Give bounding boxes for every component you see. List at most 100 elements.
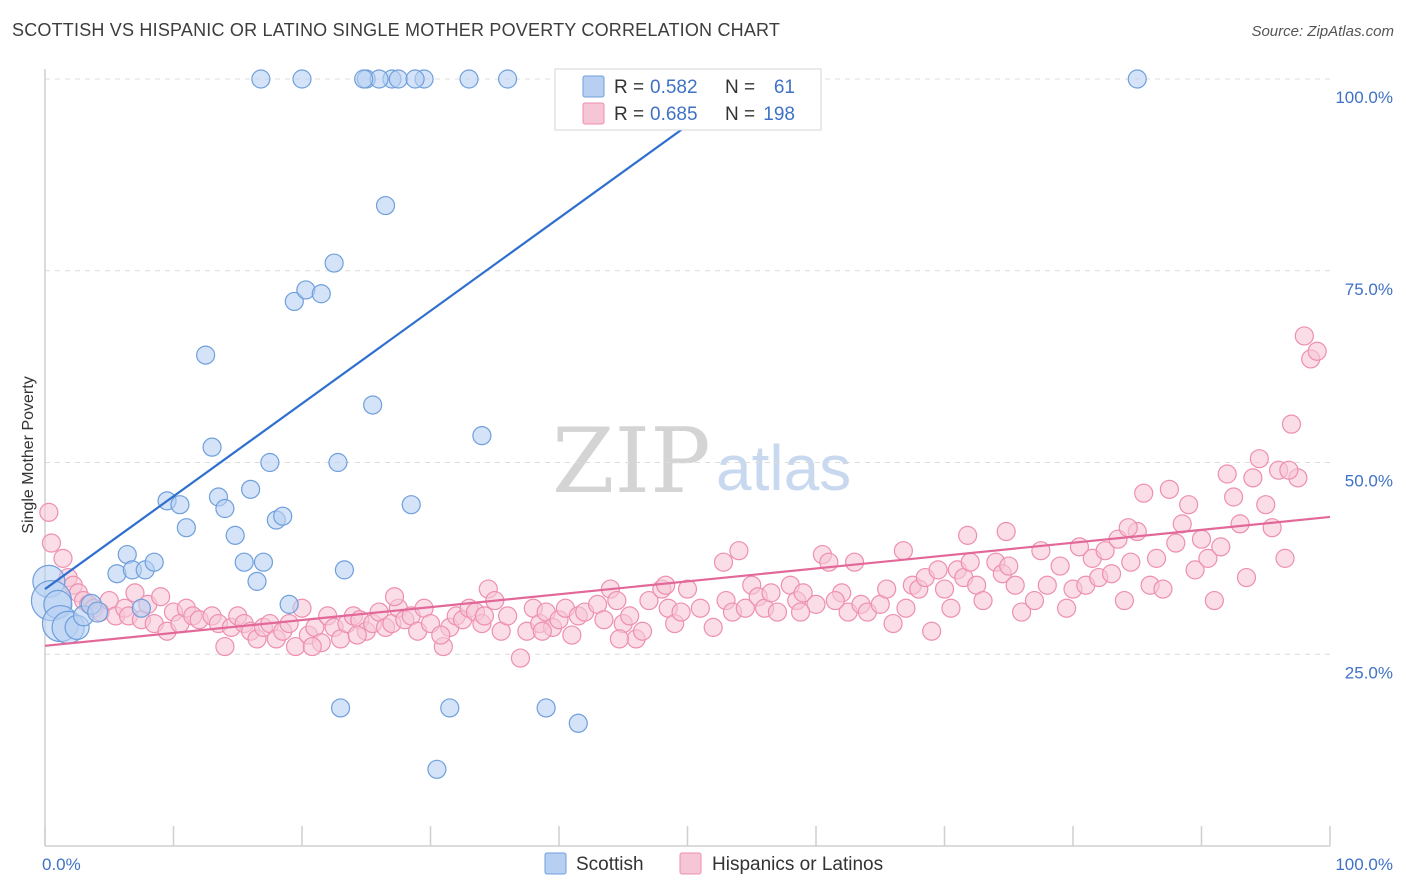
hispanic-point bbox=[767, 602, 788, 622]
hispanic-point bbox=[1153, 579, 1173, 599]
hispanic-point bbox=[893, 541, 913, 561]
scottish-point bbox=[311, 284, 331, 304]
hispanic-point bbox=[1249, 449, 1269, 469]
legend-swatch-scottish bbox=[582, 75, 605, 98]
hispanic-point bbox=[39, 502, 59, 522]
legend-n-label-hispanic: N = bbox=[725, 104, 755, 125]
hispanic-point bbox=[1134, 483, 1154, 503]
hispanic-point bbox=[1281, 414, 1302, 434]
scottish-point bbox=[176, 518, 196, 538]
hispanic-point bbox=[41, 533, 62, 553]
scottish-point bbox=[1127, 69, 1147, 89]
legend-n-label-scottish: N = bbox=[725, 77, 755, 98]
series-legend: Scottish Hispanics or Latinos bbox=[544, 852, 883, 875]
hispanic-point bbox=[151, 587, 171, 607]
scottish-point bbox=[459, 69, 479, 89]
hispanic-point bbox=[928, 560, 948, 580]
hispanic-point bbox=[941, 598, 961, 618]
scottish-point bbox=[215, 498, 235, 519]
hispanic-point bbox=[607, 590, 627, 611]
hispanic-point bbox=[1056, 598, 1077, 618]
hispanic-point bbox=[215, 636, 235, 657]
hispanic-point bbox=[609, 629, 629, 649]
x-tick-label: 0.0% bbox=[42, 855, 81, 874]
hispanic-point bbox=[1095, 541, 1115, 561]
hispanic-point bbox=[1121, 552, 1141, 572]
hispanic-point bbox=[713, 552, 734, 572]
hispanic-point bbox=[1224, 487, 1244, 507]
legend-r-label-scottish: R = bbox=[614, 77, 644, 98]
hispanic-point bbox=[1243, 468, 1263, 488]
scottish-point bbox=[260, 452, 280, 473]
hispanic-point bbox=[1159, 479, 1179, 499]
hispanic-point bbox=[825, 590, 845, 611]
x-tick-label: 100.0% bbox=[1335, 855, 1393, 874]
hispanic-point bbox=[973, 590, 993, 611]
scottish-point bbox=[273, 506, 293, 526]
bottom-legend-swatch-hispanic bbox=[679, 852, 702, 875]
hispanic-point bbox=[1279, 460, 1299, 480]
scottish-point bbox=[170, 495, 190, 515]
hispanic-point bbox=[1024, 590, 1045, 611]
hispanic-point bbox=[996, 521, 1016, 542]
scottish-point bbox=[87, 601, 109, 623]
scottish-point bbox=[354, 69, 374, 89]
hispanic-point bbox=[302, 636, 322, 657]
bottom-legend-scottish: Scottish bbox=[576, 854, 644, 875]
hispanic-point bbox=[1211, 537, 1231, 557]
hispanic-point bbox=[671, 602, 691, 622]
stats-legend: R = 0.582 N = 61 R = 0.685 N = 198 bbox=[554, 68, 822, 131]
hispanic-point bbox=[1204, 590, 1224, 611]
hispanic-point bbox=[806, 594, 826, 614]
trend-lines bbox=[44, 78, 1331, 647]
hispanic-point bbox=[844, 552, 865, 572]
hispanic-point bbox=[594, 610, 614, 630]
y-tick-label: 50.0% bbox=[1345, 472, 1393, 491]
y-tick-label: 75.0% bbox=[1345, 280, 1393, 299]
scottish-points bbox=[30, 69, 1147, 779]
legend-r-value-hispanic: 0.685 bbox=[650, 104, 698, 125]
hispanic-point bbox=[703, 617, 723, 638]
scottish-point bbox=[440, 698, 460, 718]
hispanic-point bbox=[790, 602, 811, 622]
watermark-zip: ZIP bbox=[552, 409, 711, 514]
watermark-atlas: atlas bbox=[716, 432, 851, 504]
hispanic-point bbox=[1294, 326, 1314, 346]
hispanic-point bbox=[498, 606, 518, 626]
scottish-point bbox=[144, 552, 164, 572]
scottish-point bbox=[405, 69, 425, 89]
scottish-point bbox=[330, 698, 351, 718]
scottish-point bbox=[253, 552, 274, 572]
scottish-point bbox=[196, 345, 216, 365]
hispanic-point bbox=[690, 598, 710, 618]
scottish-point bbox=[401, 495, 421, 515]
hispanic-point bbox=[384, 587, 405, 607]
hispanic-point bbox=[620, 606, 640, 626]
legend-swatch-hispanic bbox=[582, 102, 605, 125]
hispanic-point bbox=[1050, 556, 1070, 576]
hispanic-point bbox=[960, 552, 980, 572]
hispanic-point bbox=[1011, 602, 1032, 622]
y-axis-label: Single Mother Poverty bbox=[20, 376, 37, 533]
legend-r-label-hispanic: R = bbox=[614, 104, 644, 125]
y-tick-label: 25.0% bbox=[1345, 663, 1393, 682]
hispanic-point bbox=[510, 648, 531, 668]
hispanic-point bbox=[934, 579, 955, 599]
scottish-point bbox=[334, 560, 355, 580]
source-credit: Source: ZipAtlas.com bbox=[1251, 23, 1394, 40]
hispanic-point bbox=[877, 579, 897, 599]
legend-n-value-scottish: 61 bbox=[774, 77, 795, 98]
hispanic-point bbox=[532, 621, 552, 641]
scottish-point bbox=[472, 426, 492, 446]
scottish-point bbox=[247, 571, 267, 591]
watermark: ZIP atlas bbox=[552, 409, 851, 514]
scottish-point bbox=[375, 195, 396, 216]
hispanic-point bbox=[883, 613, 903, 634]
y-tick-label: 100.0% bbox=[1335, 88, 1393, 107]
hispanic-point bbox=[1037, 575, 1057, 595]
hispanic-point bbox=[632, 621, 653, 641]
chart-title: SCOTTISH VS HISPANIC OR LATINO SINGLE MO… bbox=[12, 20, 781, 40]
bottom-legend-hispanic: Hispanics or Latinos bbox=[712, 854, 883, 875]
hispanic-point bbox=[53, 548, 73, 568]
